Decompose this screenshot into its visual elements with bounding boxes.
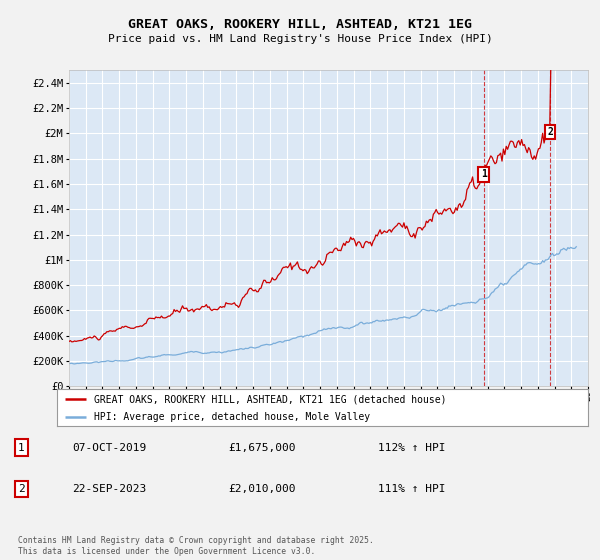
Text: 07-OCT-2019: 07-OCT-2019	[72, 443, 146, 452]
Text: 22-SEP-2023: 22-SEP-2023	[72, 484, 146, 494]
Text: 2: 2	[18, 484, 25, 494]
Text: 2: 2	[547, 127, 553, 137]
Text: 1: 1	[481, 170, 487, 179]
Text: GREAT OAKS, ROOKERY HILL, ASHTEAD, KT21 1EG: GREAT OAKS, ROOKERY HILL, ASHTEAD, KT21 …	[128, 18, 472, 31]
Text: HPI: Average price, detached house, Mole Valley: HPI: Average price, detached house, Mole…	[94, 412, 370, 422]
Text: Contains HM Land Registry data © Crown copyright and database right 2025.
This d: Contains HM Land Registry data © Crown c…	[18, 536, 374, 556]
Text: £2,010,000: £2,010,000	[228, 484, 296, 494]
Text: Price paid vs. HM Land Registry's House Price Index (HPI): Price paid vs. HM Land Registry's House …	[107, 34, 493, 44]
Text: 112% ↑ HPI: 112% ↑ HPI	[378, 443, 445, 452]
Text: GREAT OAKS, ROOKERY HILL, ASHTEAD, KT21 1EG (detached house): GREAT OAKS, ROOKERY HILL, ASHTEAD, KT21 …	[94, 394, 446, 404]
Text: £1,675,000: £1,675,000	[228, 443, 296, 452]
Text: 111% ↑ HPI: 111% ↑ HPI	[378, 484, 445, 494]
Text: 1: 1	[18, 443, 25, 452]
